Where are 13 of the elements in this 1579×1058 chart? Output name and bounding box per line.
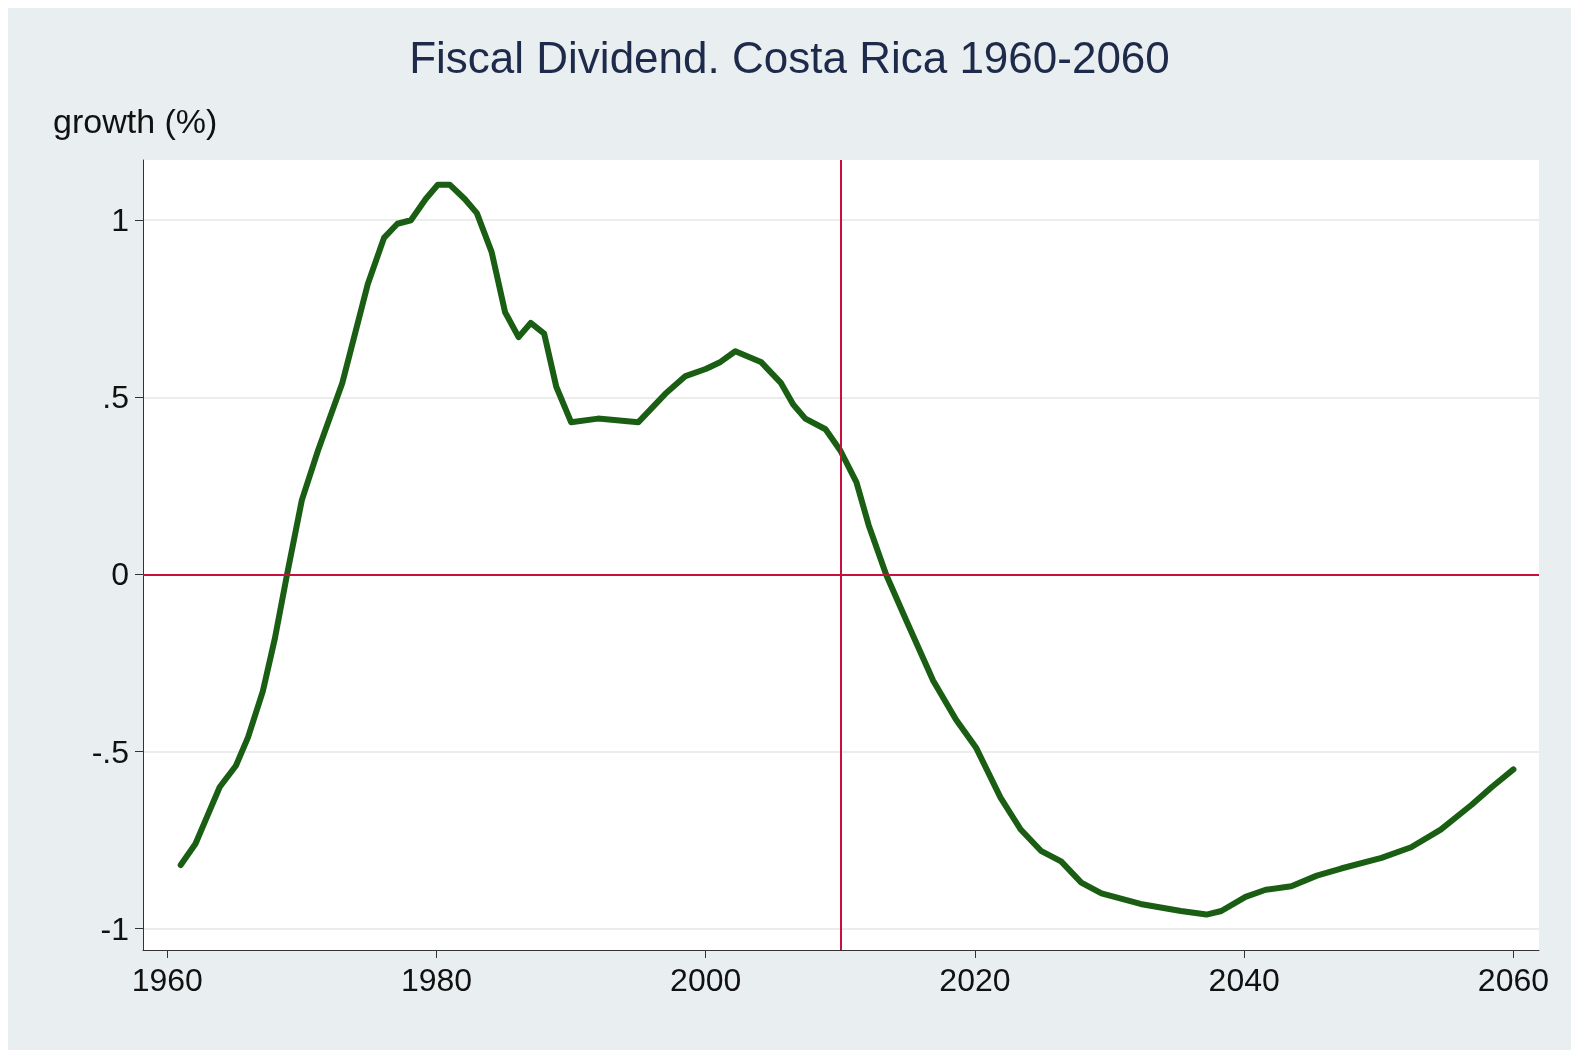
x-tick-label: 1960 bbox=[131, 962, 203, 998]
y-tick-label: .5 bbox=[102, 379, 129, 416]
y-tick-label: -.5 bbox=[91, 733, 129, 770]
x-tick-label: 2040 bbox=[1208, 962, 1280, 998]
y-tick-label: 0 bbox=[111, 556, 129, 593]
x-tick-label: 2000 bbox=[670, 962, 742, 998]
x-tick-label: 2060 bbox=[1477, 962, 1550, 998]
y-tick-label: -1 bbox=[100, 910, 129, 947]
x-tick-label: 1980 bbox=[400, 962, 473, 998]
y-tick-label: 1 bbox=[111, 202, 129, 239]
chart-title: Fiscal Dividend. Costa Rica 1960-2060 bbox=[409, 32, 1170, 82]
y-axis-title: growth (%) bbox=[53, 102, 218, 140]
x-tick-label: 2020 bbox=[939, 962, 1011, 998]
